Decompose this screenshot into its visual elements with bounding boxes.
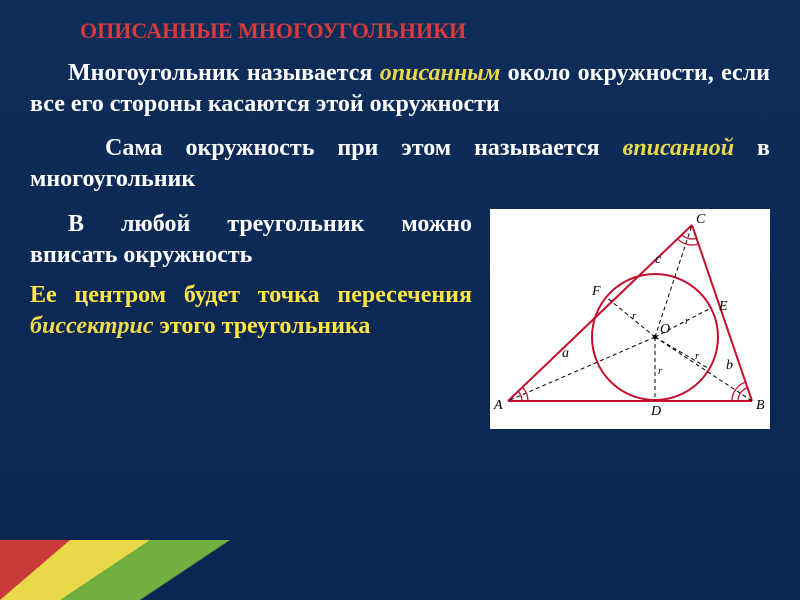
- paragraph-3: В любой треугольник можно вписать окружн…: [30, 209, 472, 270]
- svg-text:F: F: [591, 284, 601, 299]
- svg-text:c: c: [655, 252, 662, 267]
- svg-text:D: D: [650, 404, 661, 419]
- p1-pre: Многоугольник называется: [68, 60, 380, 86]
- p4-pre: Ее центром будет точка пересечения: [30, 282, 472, 308]
- svg-text:r: r: [632, 310, 637, 322]
- slide: ОПИСАННЫЕ МНОГОУГОЛЬНИКИ Многоугольник н…: [0, 0, 800, 600]
- svg-text:E: E: [718, 299, 728, 314]
- svg-text:r: r: [695, 350, 700, 362]
- paragraph-1: Многоугольник называется описанным около…: [30, 58, 770, 119]
- svg-text:O: O: [660, 322, 670, 337]
- svg-text:b: b: [726, 358, 733, 373]
- p2-pre: Сама окружность при этом называется: [105, 135, 623, 161]
- svg-text:a: a: [562, 346, 569, 361]
- p3-text: В любой треугольник можно вписать окружн…: [30, 211, 472, 268]
- svg-text:r: r: [658, 365, 663, 377]
- triangle-diagram: A B C O D E Fa b c r r r r: [490, 209, 770, 429]
- bottom-text-column: В любой треугольник можно вписать окружн…: [30, 209, 472, 356]
- svg-text:A: A: [493, 398, 503, 413]
- p1-em: описанным: [380, 60, 500, 86]
- p4-post: этого треугольника: [153, 313, 370, 339]
- corner-stripes: [0, 540, 800, 600]
- svg-text:r: r: [685, 315, 690, 327]
- p4-em: биссектрис: [30, 313, 153, 339]
- paragraph-2: Сама окружность при этом называется впис…: [30, 133, 770, 194]
- slide-title: ОПИСАННЫЕ МНОГОУГОЛЬНИКИ: [80, 18, 770, 44]
- bottom-row: В любой треугольник можно вписать окружн…: [30, 209, 770, 429]
- p2-em: вписанной: [623, 135, 734, 161]
- svg-text:B: B: [756, 398, 765, 413]
- paragraph-4: Ее центром будет точка пересечения биссе…: [30, 280, 472, 341]
- diagram-svg: A B C O D E Fa b c r r r r: [490, 209, 770, 429]
- svg-text:C: C: [696, 212, 706, 227]
